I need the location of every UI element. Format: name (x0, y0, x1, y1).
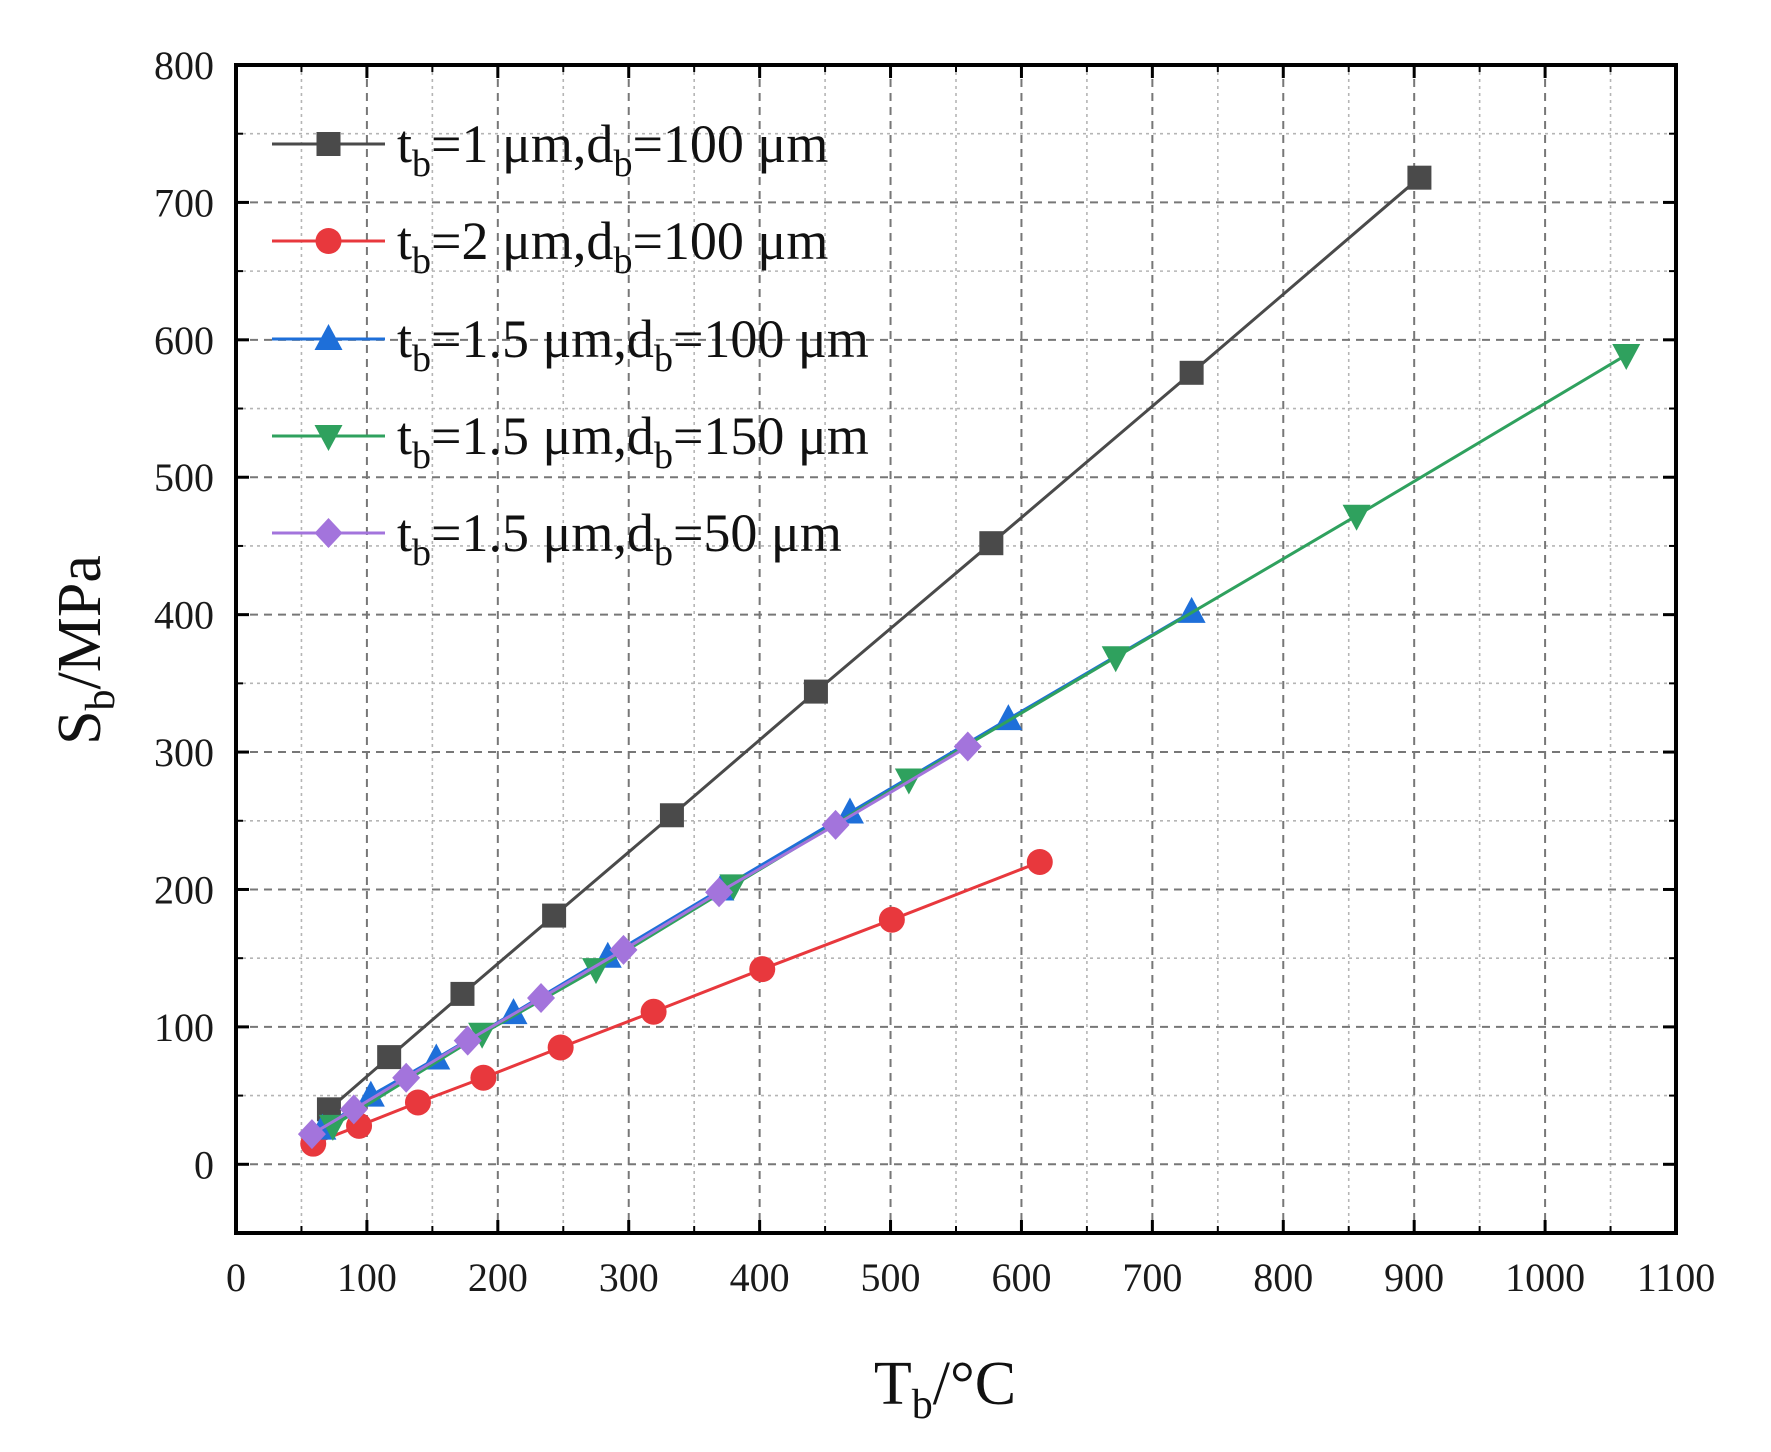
data-point (953, 731, 982, 762)
x-tick-label: 100 (337, 1255, 397, 1300)
legend-item-5: tb=1.5 μm,db=50 μm (272, 503, 842, 574)
data-point (659, 803, 684, 828)
data-point (527, 983, 556, 1014)
x-tick-label: 0 (226, 1255, 246, 1300)
series-layer (297, 165, 1641, 1157)
x-tick-label: 1100 (1637, 1255, 1716, 1300)
y-tick-label: 600 (154, 318, 214, 363)
data-point (339, 1094, 368, 1125)
data-point (1179, 360, 1204, 385)
series-5 (297, 731, 982, 1150)
data-point (1101, 646, 1130, 673)
legend-label: tb=2 μm,db=100 μm (397, 211, 828, 282)
grid (236, 65, 1676, 1233)
x-tick-label: 400 (730, 1255, 790, 1300)
x-tick-label: 900 (1384, 1255, 1444, 1300)
data-point (297, 1119, 326, 1150)
series-2 (300, 848, 1053, 1157)
x-tick-label: 500 (861, 1255, 921, 1300)
data-point (582, 958, 610, 985)
series-1 (316, 165, 1432, 1122)
legend-marker (314, 324, 343, 350)
data-point (803, 679, 828, 704)
x-tick-label: 300 (599, 1255, 659, 1300)
x-tick-label: 700 (1122, 1255, 1182, 1300)
data-point (609, 934, 638, 965)
y-tick-label: 800 (154, 43, 214, 88)
legend-marker (315, 228, 342, 254)
data-point (542, 903, 567, 928)
x-axis-label: Tb/°C (874, 1350, 1016, 1428)
data-point (356, 1080, 385, 1107)
legend-marker (314, 518, 343, 548)
data-point (640, 998, 667, 1025)
data-point (450, 981, 475, 1006)
data-point (821, 809, 850, 840)
data-point (404, 1089, 431, 1116)
ticks: 0 100 200 300 400 500 600 700 800 900 1000 1100 0 100… (154, 43, 1715, 1300)
legend-label: tb=1.5 μm,db=150 μm (397, 406, 869, 477)
data-point (377, 1045, 402, 1070)
y-tick-label: 200 (154, 867, 214, 912)
x-tick-label: 600 (991, 1255, 1051, 1300)
data-point (470, 1064, 497, 1091)
data-point (878, 906, 905, 933)
legend-item-4: tb=1.5 μm,db=150 μm (272, 406, 869, 477)
legend-item-3: tb=1.5 μm,db=100 μm (272, 309, 869, 380)
data-point (453, 1025, 482, 1056)
x-tick-label: 800 (1253, 1255, 1313, 1300)
data-point (1342, 504, 1371, 531)
legend-marker (316, 132, 341, 156)
series-line (332, 353, 1628, 1128)
x-tick-label: 200 (468, 1255, 528, 1300)
data-point (705, 877, 734, 908)
data-point (1407, 165, 1432, 190)
data-point (749, 956, 776, 983)
legend-item-1: tb=1 μm,db=100 μm (272, 114, 828, 185)
y-tick-label: 100 (154, 1005, 214, 1050)
y-tick-label: 300 (154, 730, 214, 775)
data-point (547, 1034, 574, 1061)
y-tick-label: 0 (194, 1142, 214, 1187)
x-tick-label: 1000 (1505, 1255, 1585, 1300)
legend-label: tb=1.5 μm,db=50 μm (397, 503, 842, 574)
y-tick-label: 500 (154, 455, 214, 500)
legend: tb=1 μm,db=100 μm tb=2 μm,db=100 μm tb=1.5… (272, 114, 869, 574)
legend-label: tb=1.5 μm,db=100 μm (397, 309, 869, 380)
y-tick-label: 400 (154, 593, 214, 638)
data-point (1612, 343, 1641, 370)
y-tick-label: 700 (154, 180, 214, 225)
legend-item-2: tb=2 μm,db=100 μm (272, 211, 828, 282)
y-axis-label: Sb/MPa (46, 555, 124, 745)
data-point (979, 531, 1004, 556)
data-point (318, 1114, 347, 1141)
data-point (1026, 848, 1053, 875)
data-point (835, 797, 864, 824)
legend-label: tb=1 μm,db=100 μm (397, 114, 828, 185)
legend-marker (314, 425, 343, 451)
data-point (392, 1062, 421, 1093)
